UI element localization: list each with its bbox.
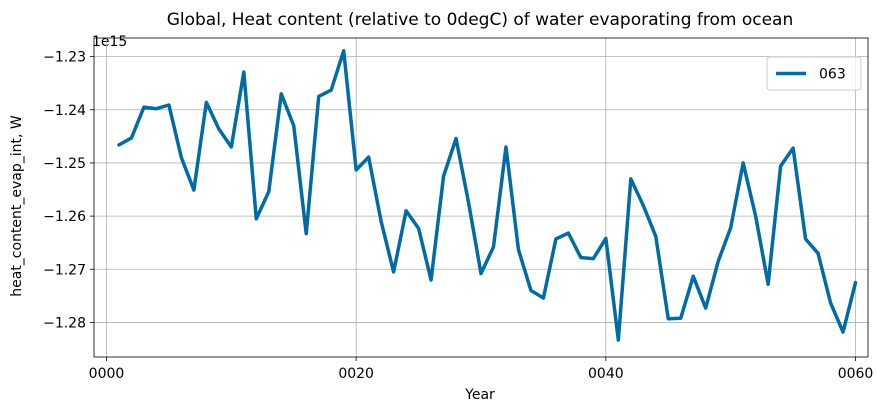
y-tick-label: −1.28 xyxy=(43,315,86,331)
y-axis-label: heat_content_evap_int, W xyxy=(9,115,25,297)
y-offset-label: 1e15 xyxy=(92,34,127,50)
x-axis: 0000 0020 0040 0060 xyxy=(89,357,874,382)
y-tick-label: −1.26 xyxy=(43,209,86,225)
x-tick-label: 0060 xyxy=(838,366,874,382)
chart-title: Global, Heat content (relative to 0degC)… xyxy=(167,10,794,30)
x-axis-label: Year xyxy=(464,387,495,403)
x-tick-label: 0000 xyxy=(89,366,125,382)
legend-label: 063 xyxy=(819,67,846,83)
y-tick-label: −1.25 xyxy=(43,156,86,172)
y-tick-label: −1.27 xyxy=(43,262,86,278)
plot-frame xyxy=(93,37,869,358)
x-tick-label: 0020 xyxy=(338,366,374,382)
x-tick-label: 0040 xyxy=(588,366,624,382)
series-line-063 xyxy=(117,49,858,342)
legend: 063 xyxy=(766,56,862,91)
y-axis: −1.28 −1.27 −1.26 −1.25 −1.24 −1.23 xyxy=(43,50,94,331)
y-tick-label: −1.24 xyxy=(43,103,86,119)
plot-lines xyxy=(117,49,858,342)
y-tick-label: −1.23 xyxy=(43,50,86,66)
legend-box xyxy=(766,56,862,91)
